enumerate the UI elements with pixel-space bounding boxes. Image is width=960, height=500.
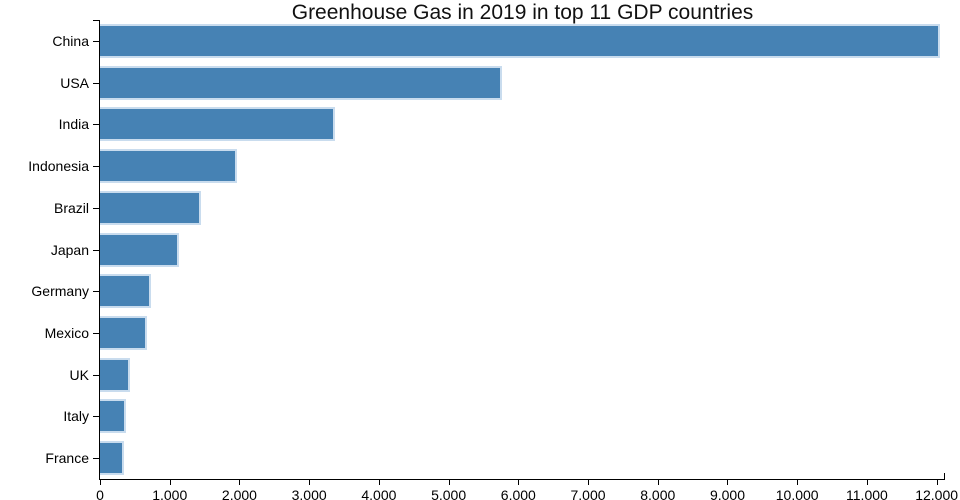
x-tick-10.000 — [797, 479, 799, 485]
chart-title: Greenhouse Gas in 2019 in top 11 GDP cou… — [291, 1, 754, 24]
x-tick-1.000 — [169, 479, 171, 485]
y-tick-mexico — [93, 332, 99, 334]
x-tick-4.000 — [378, 479, 380, 485]
y-tick-label-china: China — [52, 32, 89, 49]
y-tick-label-mexico: Mexico — [44, 324, 89, 341]
bar-brazil — [100, 190, 202, 225]
y-tick-label-indonesia: Indonesia — [28, 158, 89, 175]
x-tick-label-9.000: 9.000 — [709, 487, 745, 500]
y-tick-germany — [93, 291, 99, 293]
y-tick-japan — [93, 249, 99, 251]
bar-usa — [100, 65, 503, 100]
y-tick-china — [93, 40, 99, 42]
x-tick-2.000 — [239, 479, 241, 485]
y-tick-india — [93, 124, 99, 126]
y-tick-france — [93, 458, 99, 460]
x-tick-label-8.000: 8.000 — [640, 487, 676, 500]
x-tick-label-7.000: 7.000 — [570, 487, 606, 500]
bar-indonesia — [100, 149, 237, 184]
bar-china — [100, 23, 941, 58]
bar-germany — [100, 274, 151, 309]
y-tick-usa — [93, 82, 99, 84]
x-tick-7.000 — [588, 479, 590, 485]
y-tick-label-uk: UK — [69, 366, 89, 383]
bar-mexico — [100, 315, 147, 350]
x-tick-label-5.000: 5.000 — [431, 487, 467, 500]
y-tick-label-italy: Italy — [63, 408, 89, 425]
x-tick-0 — [100, 479, 101, 485]
bar-uk — [100, 357, 130, 392]
bar-france — [100, 441, 125, 476]
y-axis-end-cap — [93, 20, 99, 21]
x-tick-label-11.000: 11.000 — [846, 487, 888, 500]
x-axis-end-cap — [944, 473, 945, 479]
x-tick-5.000 — [448, 479, 450, 485]
y-tick-label-germany: Germany — [31, 283, 89, 300]
x-tick-label-2.000: 2.000 — [221, 487, 257, 500]
y-tick-uk — [93, 374, 99, 376]
x-tick-label-6.000: 6.000 — [500, 487, 536, 500]
x-tick-label-1.000: 1.000 — [152, 487, 188, 500]
x-tick-12.000 — [936, 479, 938, 485]
y-tick-brazil — [93, 207, 99, 209]
x-tick-label-3.000: 3.000 — [291, 487, 327, 500]
plot-area: China USA India Indonesia Brazil Japan Germany… — [28, 20, 958, 500]
y-tick-label-france: France — [45, 450, 89, 467]
x-tick-label-12.000: 12.000 — [915, 487, 959, 500]
x-tick-11.000 — [866, 479, 868, 485]
y-tick-label-japan: Japan — [50, 241, 89, 258]
x-tick-label-4.000: 4.000 — [361, 487, 397, 500]
y-tick-label-brazil: Brazil — [53, 199, 89, 216]
x-tick-label-0: 0 — [96, 487, 104, 500]
y-axis-line — [99, 20, 100, 479]
bar-india — [100, 107, 335, 142]
y-tick-indonesia — [93, 166, 99, 168]
bar-japan — [100, 232, 179, 267]
y-tick-label-usa: USA — [60, 74, 89, 91]
y-tick-label-india: India — [58, 116, 89, 133]
x-axis-line — [99, 479, 945, 480]
y-tick-italy — [93, 416, 99, 418]
x-tick-3.000 — [309, 479, 311, 485]
x-tick-6.000 — [518, 479, 520, 485]
x-tick-9.000 — [727, 479, 729, 485]
x-tick-8.000 — [657, 479, 659, 485]
bar-italy — [100, 399, 127, 434]
x-tick-label-10.000: 10.000 — [775, 487, 819, 500]
